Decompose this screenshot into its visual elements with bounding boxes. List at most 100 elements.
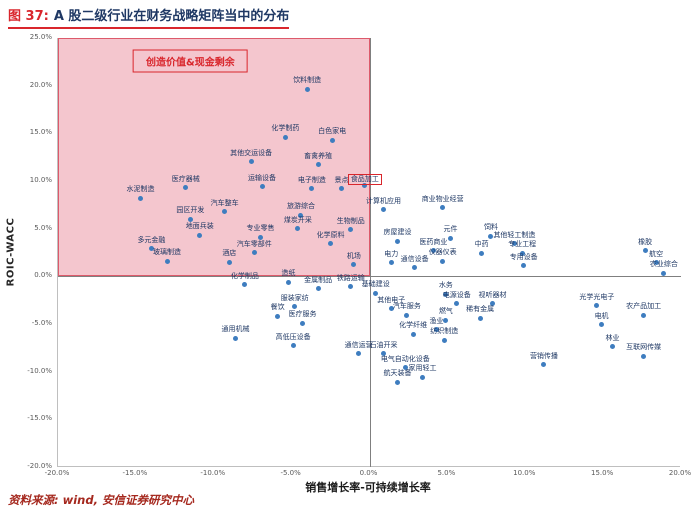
point-label: 仪器仪表	[428, 248, 457, 257]
x-tick-label: -5.0%	[280, 469, 301, 477]
point-label: 园区开发	[176, 206, 205, 215]
point-label: 通信运营	[344, 340, 373, 349]
point-label: 汽车零部件	[236, 239, 272, 248]
point-label: 白色家电	[318, 127, 347, 135]
scatter-point	[594, 303, 600, 309]
point-label: 饲料	[483, 223, 498, 232]
point-label: 视听器材	[478, 290, 507, 299]
scatter-point	[641, 312, 647, 318]
scatter-point	[348, 227, 354, 233]
scatter-point	[197, 232, 203, 238]
scatter-point	[257, 234, 263, 240]
scatter-point	[433, 327, 439, 333]
scatter-point	[388, 260, 394, 266]
scatter-point	[226, 259, 232, 265]
point-label: 多元金融	[137, 235, 166, 244]
point-label: 地面兵装	[185, 222, 214, 231]
point-label: 其他轻工制造	[493, 230, 536, 239]
scatter-point	[248, 159, 254, 165]
scatter-point	[259, 184, 265, 190]
scatter-point	[338, 186, 344, 192]
scatter-point	[242, 282, 248, 288]
point-label: 汽车服务	[392, 302, 421, 311]
point-label: 煤炭开采	[283, 215, 312, 224]
point-label: 通用机械	[221, 325, 250, 334]
point-label: 运输设备	[248, 173, 277, 182]
x-axis-ticks: -20.0% -15.0% -10.0% -5.0% 0.0% 5.0% 10.0% 15.0…	[45, 469, 692, 480]
point-label: 电子制造	[297, 175, 326, 184]
scatter-point	[642, 248, 648, 254]
scatter-point	[183, 185, 189, 191]
scatter-point	[430, 248, 436, 254]
scatter-point	[286, 279, 291, 285]
scatter-point	[477, 315, 483, 321]
scatter-point	[292, 304, 298, 310]
point-label: 林业	[605, 333, 620, 342]
scatter-point	[661, 270, 667, 276]
scatter-point	[164, 258, 170, 264]
point-label: 水务	[438, 281, 453, 290]
scatter-point	[351, 262, 357, 268]
point-label: 航空	[649, 249, 664, 258]
point-label: 铁路运输	[336, 273, 365, 282]
point-label: 农业综合	[649, 260, 678, 269]
point-label: 互联网传媒	[626, 343, 662, 352]
x-tick-label: -15.0%	[122, 469, 148, 477]
scatter-point	[440, 205, 446, 211]
scatter-point	[395, 379, 401, 385]
scatter-point	[402, 365, 408, 371]
point-label: 畜禽养殖	[304, 151, 333, 160]
point-label: 渔业	[429, 316, 444, 325]
figure-title: 图 37: A 股二级行业在财务战略矩阵当中的分布	[8, 5, 290, 29]
scatter-point	[479, 250, 485, 256]
scatter-point	[275, 313, 281, 319]
y-tick-label: 5.0%	[34, 223, 52, 232]
x-axis-title: 销售增长率-可持续增长率	[305, 481, 431, 494]
scatter-point	[521, 263, 527, 269]
scatter-point	[412, 265, 418, 271]
point-label: 金属制品	[304, 275, 333, 284]
point-label: 商业物业经营	[421, 194, 464, 203]
y-tick-label: 25.0%	[29, 33, 52, 41]
point-label: 化学制品	[230, 271, 259, 280]
scatter-point	[187, 216, 193, 222]
figure-number: 图 37:	[8, 9, 49, 24]
scatter-point	[609, 344, 615, 350]
scatter-point	[488, 233, 494, 239]
y-tick-label: 15.0%	[29, 128, 52, 137]
scatter-point	[233, 335, 239, 341]
point-label: 其他交运设备	[230, 148, 273, 157]
scatter-point	[410, 331, 416, 337]
point-label: 石油开采	[369, 340, 398, 349]
zero-line-horizontal	[58, 276, 681, 278]
y-tick-label: -10.0%	[27, 366, 52, 375]
scatter-point	[419, 374, 425, 380]
scatter-point	[356, 351, 362, 357]
scatter-point	[315, 286, 321, 292]
scatter-point	[440, 258, 446, 264]
y-tick-label: -5.0%	[31, 319, 52, 327]
scatter-point	[315, 162, 321, 168]
point-label: 水泥制造	[126, 185, 155, 194]
y-tick-label: 10.0%	[29, 176, 52, 184]
x-tick-label: 15.0%	[591, 469, 614, 477]
point-label: 高低压设备	[275, 332, 311, 341]
point-label: 医疗器械	[171, 174, 200, 183]
scatter-point	[362, 183, 368, 189]
x-tick-label: 10.0%	[513, 469, 536, 477]
point-label: 化学制药	[271, 124, 300, 133]
value-creation-region-label: 创造价值&现金剩余	[133, 49, 248, 73]
y-axis-ticks: 25.0% 20.0% 15.0% 10.0% 5.0% 0.0% -5.0% -10.0% -…	[14, 34, 54, 470]
scatter-point	[295, 226, 301, 232]
scatter-point	[348, 284, 354, 290]
point-label: 生物制品	[336, 216, 365, 225]
point-label: 稀有金属	[466, 305, 495, 314]
scatter-point	[443, 317, 449, 323]
point-label: 其他电子	[377, 295, 406, 304]
point-label: 电机	[594, 311, 609, 320]
point-label: 通信设备	[400, 254, 429, 263]
point-label: 电气自动化设备	[380, 354, 430, 363]
point-label: 燃气	[438, 307, 453, 316]
point-label: 服装家纺	[280, 293, 309, 302]
scatter-point	[329, 137, 335, 143]
